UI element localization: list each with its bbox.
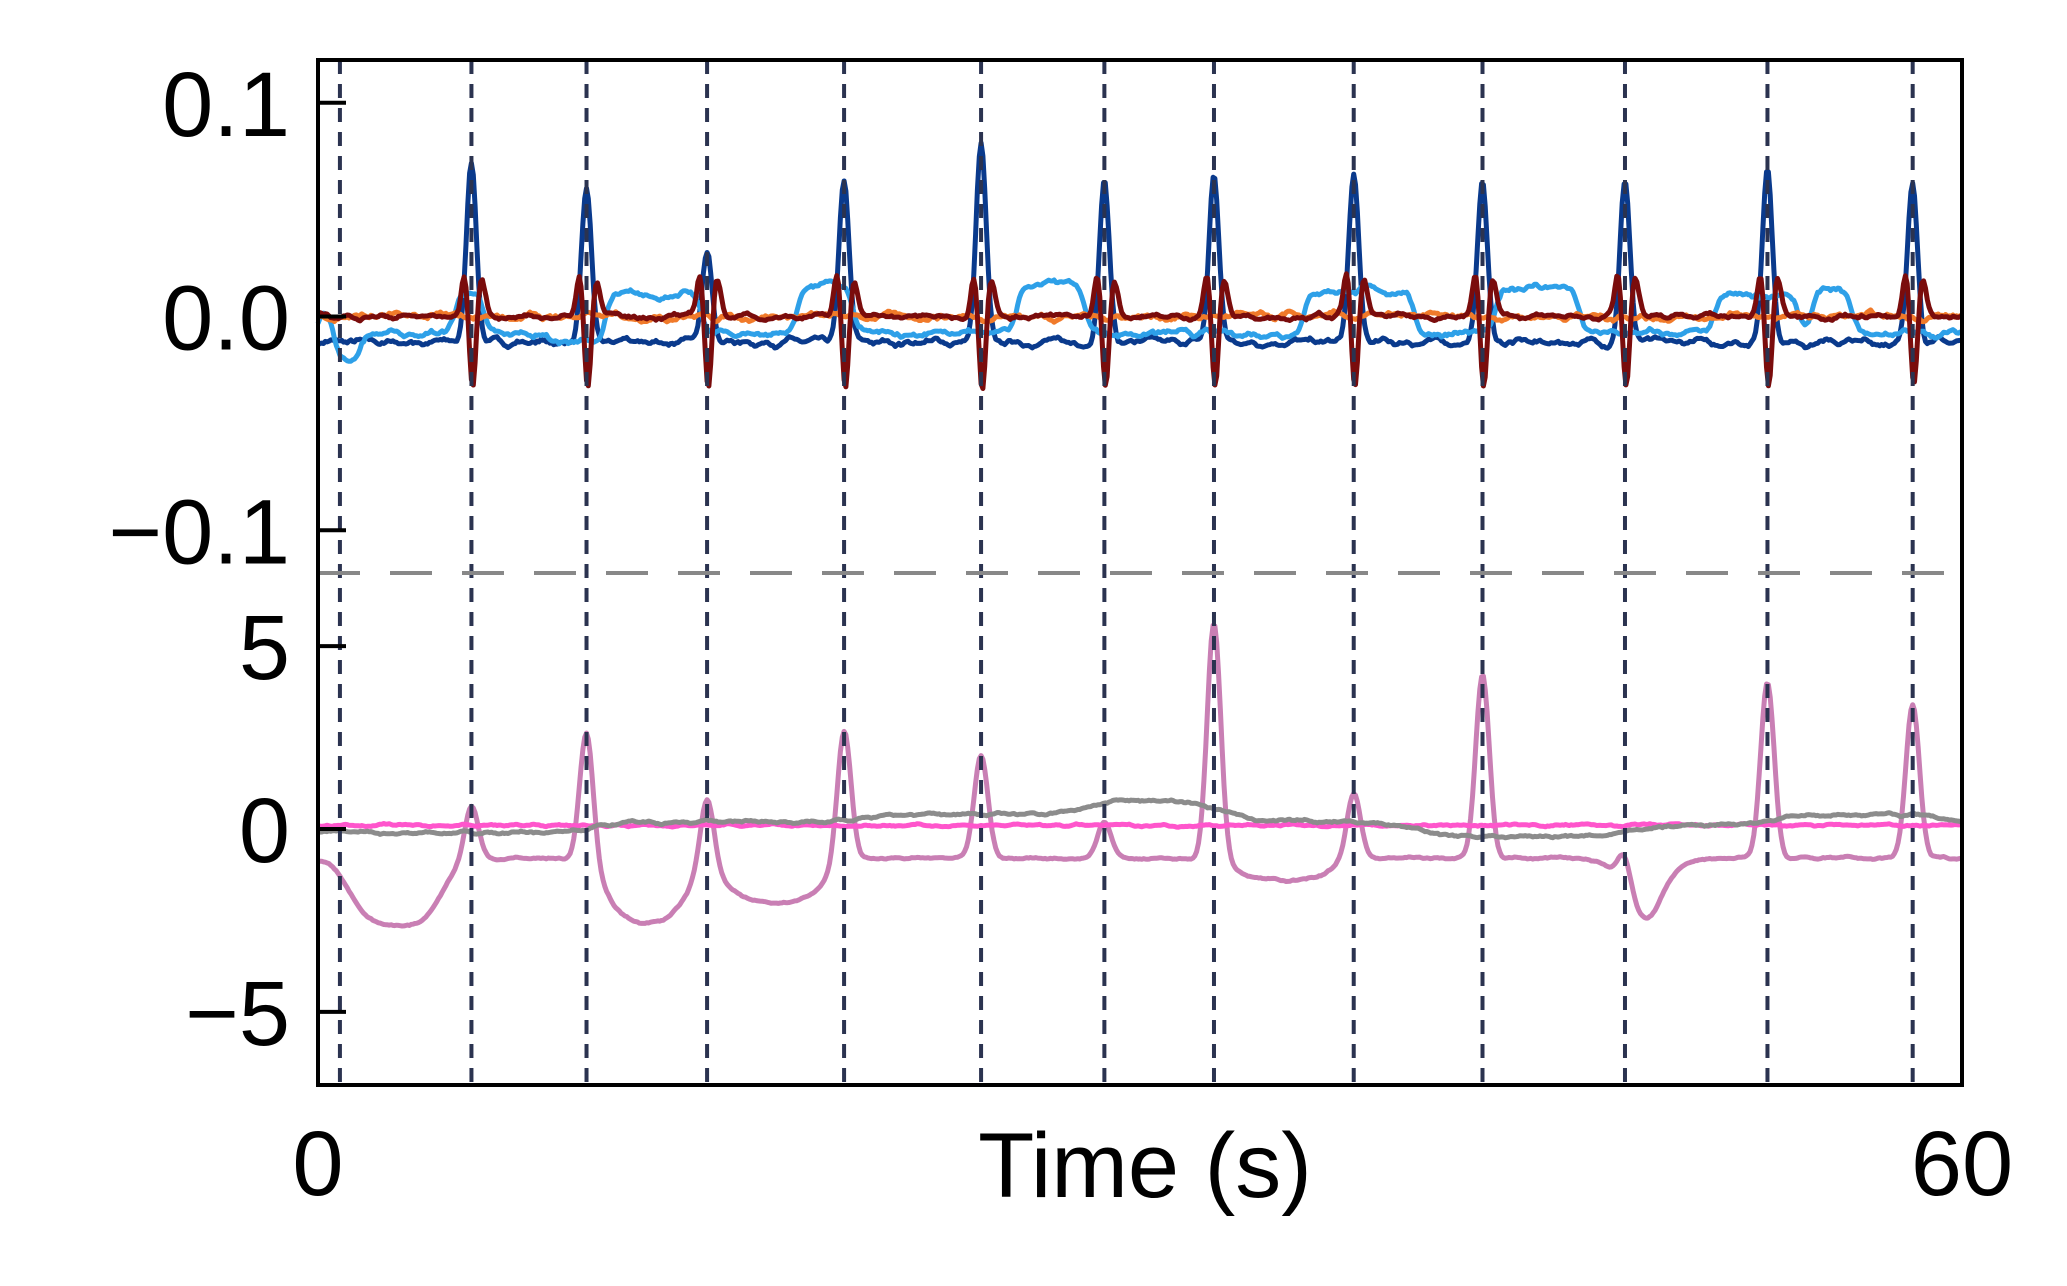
bottom-panel-series bbox=[316, 622, 1963, 929]
x-axis-ticks: 0 60 bbox=[292, 1061, 2013, 1215]
plot-frame bbox=[316, 58, 1964, 1087]
bottom-series-line-3 bbox=[317, 797, 1963, 841]
bottom-y-tick-label-3: −5 bbox=[185, 963, 290, 1065]
top-series-line-1 bbox=[316, 140, 1963, 351]
x-axis-title: Time (s) bbox=[978, 1115, 1312, 1217]
bottom-y-tick-label-2: 0 bbox=[239, 780, 290, 882]
y-axis-ticks: 0.1 0.0 −0.1 5 0 −5 bbox=[108, 54, 346, 1065]
top-y-tick-label-3: −0.1 bbox=[108, 481, 290, 583]
frame-rect bbox=[316, 58, 1964, 1087]
top-series-line-4 bbox=[317, 271, 1964, 391]
x-tick-label-1: 0 bbox=[292, 1113, 343, 1215]
bottom-y-tick-label-1: 5 bbox=[239, 597, 290, 699]
bottom-series-line-1 bbox=[316, 622, 1963, 929]
top-panel-series bbox=[315, 140, 1964, 391]
x-tick-label-2: 60 bbox=[1911, 1113, 2013, 1215]
top-y-tick-label-1: 0.1 bbox=[162, 54, 290, 156]
top-y-tick-label-2: 0.0 bbox=[162, 268, 290, 370]
